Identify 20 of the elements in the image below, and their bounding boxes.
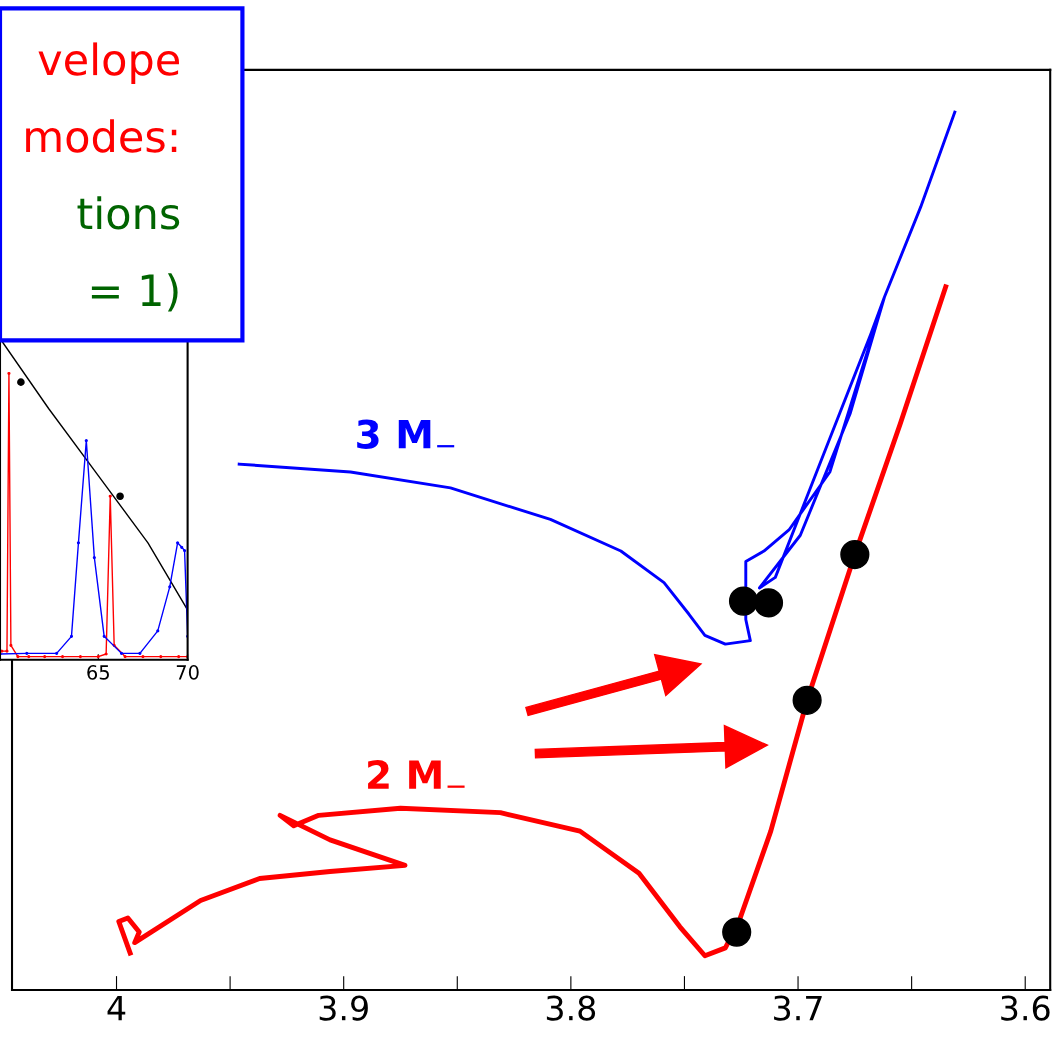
x-tick-label: 65	[87, 665, 109, 680]
point	[792, 685, 822, 715]
x-tick-label: 3.9	[319, 995, 368, 1021]
x-tick-label: 3.7	[774, 995, 822, 1021]
x-tick-label: 3.8	[546, 995, 596, 1021]
point	[17, 378, 25, 386]
series-label: 2 M$_{−}$	[368, 759, 465, 789]
point	[728, 586, 759, 616]
x-tick-label: 70	[176, 665, 199, 680]
annotation: modes:	[26, 119, 177, 153]
annotation: tions	[77, 196, 180, 230]
text: velope	[38, 42, 179, 85]
point	[722, 917, 752, 947]
x-tick-label: 4	[107, 995, 126, 1021]
series-label: 3 M$_{−}$	[357, 419, 455, 449]
point	[840, 539, 870, 570]
x-tick-label: 3.6	[1001, 995, 1050, 1021]
annotation: = 1)	[91, 273, 178, 312]
point	[753, 588, 784, 618]
point	[116, 492, 124, 501]
